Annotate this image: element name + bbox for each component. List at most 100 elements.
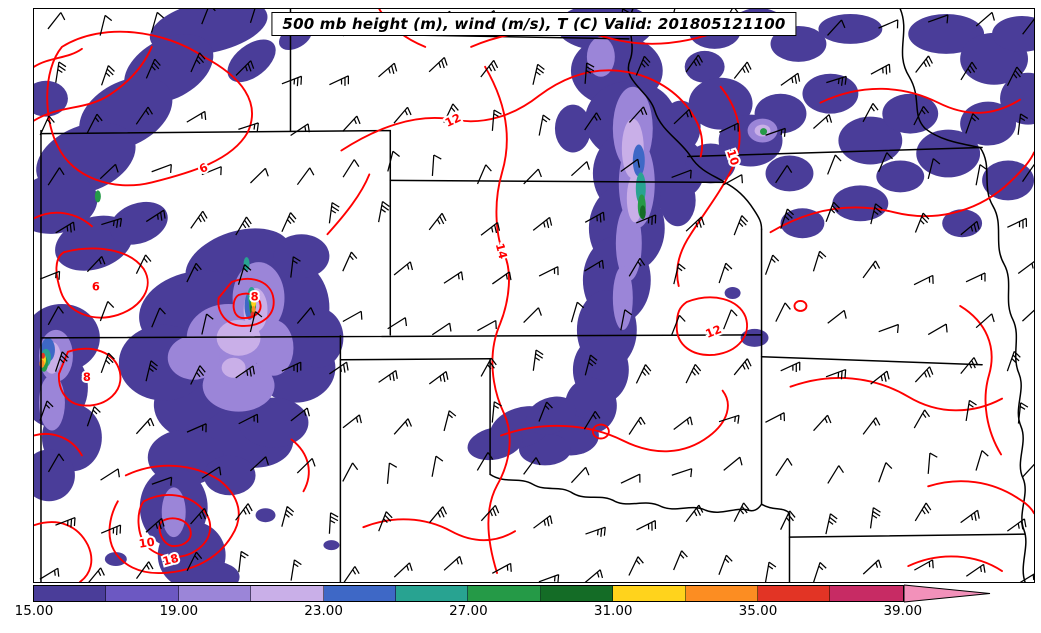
wind-barb [86, 256, 106, 273]
wind-barb [201, 313, 214, 335]
shaded-region [684, 50, 725, 83]
wind-barb [343, 566, 360, 582]
wind-barb [914, 559, 934, 571]
wind-barb [55, 61, 67, 83]
contour-label: 12 [443, 110, 463, 129]
wind-barb [281, 212, 297, 232]
wind-barb [628, 556, 644, 576]
state-border [40, 129, 392, 135]
map-frame: 6 6 8 8 12 14 10 12 10 18 500 mb height (m), wind… [33, 8, 1035, 583]
wind-barb [249, 9, 256, 23]
wind-barbs-layer [39, 9, 1034, 582]
wind-barb [201, 466, 222, 479]
shaded-region [203, 455, 256, 496]
wind-barb [377, 201, 390, 223]
wind-barb [1021, 463, 1034, 478]
wind-barb [342, 251, 358, 272]
wind-barb [431, 154, 442, 176]
wind-barb [39, 115, 55, 136]
wind-barb [570, 301, 585, 323]
wind-barb [571, 161, 590, 177]
wind-barb [47, 453, 65, 473]
wind-barb [238, 122, 259, 132]
wind-barb [480, 357, 497, 377]
wind-barb [723, 456, 743, 471]
wind-barb [431, 322, 452, 336]
wind-barb [927, 323, 948, 336]
colorbar-segment [685, 585, 758, 601]
wind-barb [151, 476, 173, 486]
wind-barb [145, 517, 165, 533]
contour-line [484, 65, 511, 574]
wind-barb [190, 52, 206, 73]
wind-barb [250, 167, 269, 184]
shaded-region [109, 201, 168, 245]
wind-barb [975, 164, 988, 186]
wind-barb [235, 503, 253, 521]
shaded-region [323, 540, 340, 551]
wind-barb [914, 502, 932, 522]
wind-barb [100, 65, 115, 86]
wind-barb [235, 365, 255, 379]
wind-barb [290, 256, 301, 278]
wind-barb [585, 526, 606, 537]
contour-label: 12 [703, 322, 723, 341]
wind-barb [190, 507, 209, 525]
wind-barb [635, 55, 651, 76]
shaded-region [34, 449, 75, 502]
state-border [760, 356, 983, 366]
wind-barb [620, 158, 641, 173]
wind-barb [1007, 217, 1028, 229]
contour-line [362, 518, 516, 541]
wind-barb [825, 201, 840, 222]
shaded-region [780, 208, 825, 239]
wind-barb [201, 9, 216, 25]
wind-barb [862, 417, 881, 435]
contour-line [34, 211, 93, 228]
wind-barb [477, 319, 497, 332]
wind-barb [533, 515, 553, 529]
wind-barb [827, 154, 842, 175]
wind-barb [329, 75, 349, 86]
wind-barb [975, 313, 995, 329]
wind-barb [813, 562, 827, 582]
wind-barb [135, 561, 154, 579]
wind-barb [296, 307, 316, 324]
shaded-region [167, 335, 220, 380]
shaded-region [38, 374, 65, 431]
wind-barb [764, 561, 777, 582]
contour-line [34, 521, 93, 582]
shaded-region [908, 13, 985, 54]
wind-barb [443, 410, 457, 432]
contour-line [232, 292, 262, 319]
wind-barb [145, 209, 166, 223]
wind-barb [393, 418, 413, 435]
wind-barb [538, 401, 553, 422]
wind-barb [862, 260, 881, 279]
state-border [489, 473, 763, 513]
contour-label: 8 [251, 290, 259, 304]
wind-barb [927, 452, 938, 474]
colorbar-tick-label: 15.00 [14, 603, 54, 619]
wind-barb [428, 371, 449, 385]
state-border [723, 181, 763, 230]
shaded-region [992, 15, 1034, 52]
wind-barb [1017, 402, 1029, 424]
state-border [339, 358, 491, 361]
wind-barb [186, 551, 203, 572]
wind-barb [915, 55, 933, 73]
wind-barb [1006, 518, 1027, 532]
wind-barb [718, 122, 739, 133]
wind-barb [39, 567, 60, 580]
wind-barb [281, 75, 303, 87]
wind-barb [870, 370, 890, 385]
wind-barb [328, 512, 339, 534]
wind-barb [342, 414, 362, 429]
contour-line [819, 87, 1021, 114]
wind-barb [673, 108, 693, 125]
wind-barb [443, 103, 459, 124]
colorbar-tick-label: 19.00 [159, 603, 199, 619]
wind-barb [145, 58, 161, 79]
wind-barb [673, 416, 693, 431]
